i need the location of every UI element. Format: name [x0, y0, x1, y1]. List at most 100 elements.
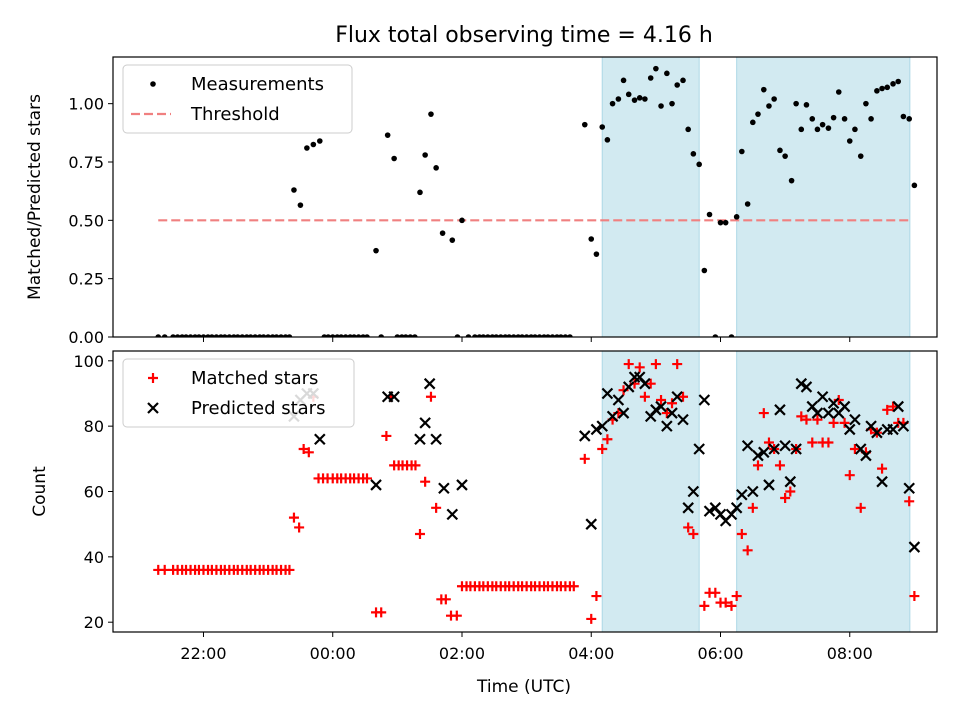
- data-point: [747, 502, 758, 513]
- x-tick-label: 04:00: [568, 644, 614, 663]
- y-tick-label: 20: [84, 613, 104, 632]
- data-point: [830, 114, 837, 121]
- plot-area: [153, 359, 921, 624]
- data-point: [209, 334, 215, 337]
- data-point: [329, 334, 336, 337]
- data-point: [634, 362, 645, 373]
- data-point: [440, 594, 451, 605]
- data-point: [588, 236, 595, 242]
- data-point: [545, 334, 551, 337]
- data-point: [811, 407, 824, 419]
- data-point: [710, 587, 721, 598]
- data-point: [196, 334, 202, 337]
- data-point: [451, 610, 462, 621]
- data-point: [414, 433, 426, 445]
- data-point: [303, 447, 314, 458]
- data-point: [782, 153, 788, 159]
- data-point: [402, 334, 409, 337]
- data-point: [425, 391, 436, 402]
- data-point: [304, 145, 310, 151]
- data-point: [671, 390, 683, 403]
- data-point: [579, 453, 590, 464]
- data-point: [703, 505, 716, 517]
- data-point: [903, 482, 915, 495]
- data-point: [364, 334, 370, 337]
- data-point: [639, 377, 651, 390]
- y-tick-label: 1.00: [68, 95, 104, 114]
- data-point: [226, 334, 233, 337]
- data-point: [252, 334, 258, 337]
- data-point: [868, 116, 874, 122]
- data-point: [310, 141, 317, 148]
- data-point: [846, 138, 853, 144]
- data-point: [407, 334, 414, 337]
- data-point: [567, 334, 573, 337]
- data-point: [472, 334, 478, 337]
- legend-label: Matched stars: [191, 368, 318, 389]
- y-tick-label: 0.25: [68, 270, 104, 289]
- data-point: [844, 470, 855, 481]
- data-point: [549, 334, 556, 337]
- data-point: [606, 410, 619, 423]
- data-point: [827, 397, 840, 410]
- data-point: [497, 334, 504, 337]
- y-axis-label: Count: [30, 466, 50, 517]
- data-point: [465, 334, 472, 337]
- legend-marker-dot: [150, 81, 156, 87]
- data-point: [506, 334, 512, 337]
- data-point: [297, 202, 304, 208]
- data-point: [667, 398, 678, 409]
- data-point: [286, 334, 293, 337]
- data-point: [622, 381, 635, 393]
- data-point: [391, 155, 397, 162]
- y-tick-label: 40: [84, 548, 104, 567]
- data-point: [428, 111, 434, 117]
- data-point: [155, 334, 162, 337]
- data-point: [438, 482, 450, 495]
- plot-area: [155, 65, 918, 337]
- x-axis-label: Time (UTC): [476, 677, 571, 697]
- data-point: [373, 247, 379, 254]
- data-point: [433, 165, 439, 171]
- data-point: [888, 401, 899, 412]
- data-point: [650, 404, 662, 416]
- data-point: [586, 613, 597, 624]
- data-point: [897, 420, 910, 432]
- data-point: [170, 334, 176, 337]
- data-point: [750, 119, 756, 126]
- data-point: [417, 189, 423, 196]
- data-point: [800, 381, 813, 393]
- y-tick-label: 0.75: [68, 153, 104, 172]
- data-point: [701, 267, 708, 274]
- data-point: [698, 394, 711, 406]
- data-point: [459, 217, 465, 224]
- data-point: [895, 78, 902, 85]
- data-point: [298, 444, 309, 455]
- data-point: [706, 211, 713, 218]
- data-point: [857, 153, 864, 159]
- data-point: [798, 126, 805, 133]
- data-point: [661, 408, 672, 419]
- data-point: [807, 437, 818, 448]
- data-point: [730, 502, 743, 514]
- data-point: [726, 600, 737, 611]
- data-point: [793, 100, 799, 107]
- legend-label: Predicted stars: [191, 398, 325, 419]
- data-point: [877, 463, 888, 474]
- data-point: [722, 219, 729, 226]
- data-point: [760, 86, 767, 93]
- shaded-interval: [601, 350, 700, 633]
- data-point: [796, 411, 807, 422]
- data-point: [234, 334, 241, 337]
- data-point: [841, 116, 848, 122]
- data-point: [174, 334, 181, 337]
- data-point: [376, 607, 387, 618]
- data-point: [562, 334, 569, 337]
- data-point: [816, 390, 829, 403]
- data-point: [590, 423, 603, 436]
- data-point: [585, 518, 598, 530]
- data-point: [265, 334, 271, 337]
- data-point: [733, 214, 740, 220]
- data-point: [784, 475, 797, 488]
- data-point: [672, 359, 683, 370]
